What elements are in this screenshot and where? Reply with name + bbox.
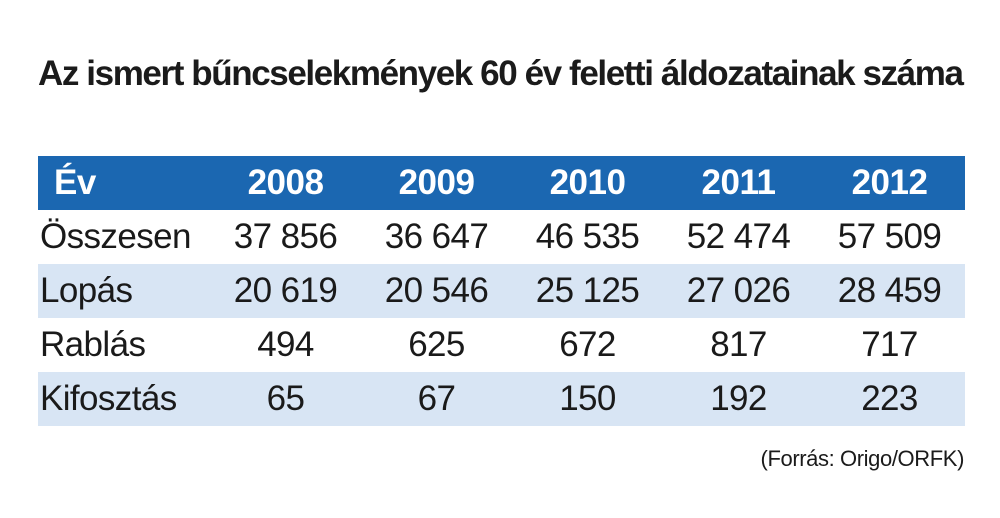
header-row: Év 2008 2009 2010 2011 2012 <box>38 156 965 210</box>
cell-lopas-2008: 20 619 <box>210 264 361 318</box>
table-row-osszesen: Összesen 37 856 36 647 46 535 52 474 57 … <box>38 210 965 264</box>
cell-rablas-2012: 717 <box>861 325 918 364</box>
header-cell-2008: 2008 <box>210 156 361 210</box>
row-label-kifosztas: Kifosztás <box>38 372 210 426</box>
cell-osszesen-2008: 37 856 <box>233 217 338 256</box>
header-cell-2012: 2012 <box>814 156 965 210</box>
cell-lopas-2011: 27 026 <box>663 264 814 318</box>
cell-rablas-2010: 672 <box>559 325 616 364</box>
cell-rablas-2011: 817 <box>710 325 767 364</box>
header-cell-2011: 2011 <box>663 156 814 210</box>
cell-lopas-2010: 25 125 <box>512 264 663 318</box>
row-label-rablas: Rablás <box>40 325 146 364</box>
cell-kifosztas-2011: 192 <box>663 372 814 426</box>
row-label-lopas: Lopás <box>38 264 210 318</box>
cell-kifosztas-2009: 67 <box>361 372 512 426</box>
chart-title: Az ismert bűncselekmények 60 év feletti … <box>38 54 964 93</box>
cell-rablas-2008: 494 <box>257 325 314 364</box>
table-row-kifosztas: Kifosztás 65 67 150 192 223 <box>38 372 965 426</box>
cell-osszesen-2009: 36 647 <box>384 217 489 256</box>
cell-osszesen-2012: 57 509 <box>837 217 942 256</box>
cell-kifosztas-2012: 223 <box>814 372 965 426</box>
header-cell-year-label: Év <box>38 156 210 210</box>
cell-lopas-2012: 28 459 <box>814 264 965 318</box>
row-label-osszesen: Összesen <box>40 217 191 256</box>
source-note: (Forrás: Origo/ORFK) <box>760 446 965 471</box>
cell-kifosztas-2008: 65 <box>210 372 361 426</box>
header-cell-2009: 2009 <box>361 156 512 210</box>
cell-kifosztas-2010: 150 <box>512 372 663 426</box>
table-row-lopas: Lopás 20 619 20 546 25 125 27 026 28 459 <box>38 264 965 318</box>
cell-osszesen-2010: 46 535 <box>535 217 640 256</box>
data-table: Év 2008 2009 2010 2011 2012 Összesen 37 … <box>38 156 965 426</box>
cell-rablas-2009: 625 <box>408 325 465 364</box>
cell-lopas-2009: 20 546 <box>361 264 512 318</box>
cell-osszesen-2011: 52 474 <box>686 217 791 256</box>
table-row-rablas: Rablás 494 625 672 817 717 <box>38 318 965 372</box>
header-cell-2010: 2010 <box>512 156 663 210</box>
